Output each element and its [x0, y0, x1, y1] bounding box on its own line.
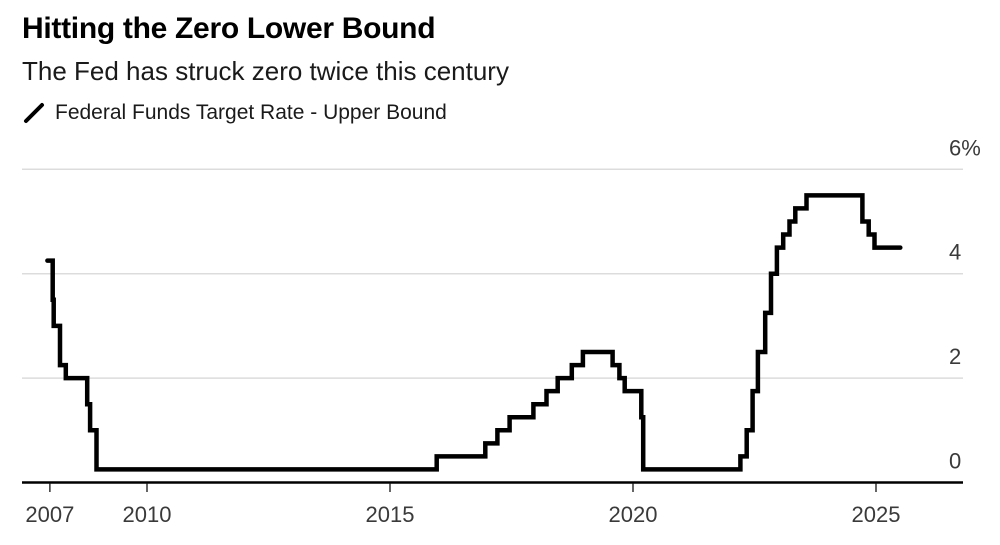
- y-tick-label: 2: [949, 344, 961, 369]
- x-tick-label: 2007: [25, 502, 74, 527]
- y-tick-label: 0: [949, 449, 961, 474]
- chart-title: Hitting the Zero Lower Bound: [22, 12, 436, 45]
- line-series-icon: [24, 103, 44, 123]
- rate-line-path: [45, 193, 903, 472]
- chart-header: Hitting the Zero Lower Bound The Fed has…: [22, 12, 980, 125]
- legend-label: Federal Funds Target Rate - Upper Bound: [55, 101, 447, 124]
- chart-subtitle: The Fed has struck zero twice this centu…: [22, 56, 509, 86]
- x-tick-label: 2020: [609, 502, 658, 527]
- chart-legend: Federal Funds Target Rate - Upper Bound: [22, 101, 980, 125]
- x-tick-label: 2025: [852, 502, 901, 527]
- x-tick-label: 2010: [123, 502, 172, 527]
- x-tick-label: 2015: [366, 502, 415, 527]
- y-tick-label: 6%: [949, 135, 981, 160]
- y-tick-label: 4: [949, 240, 961, 265]
